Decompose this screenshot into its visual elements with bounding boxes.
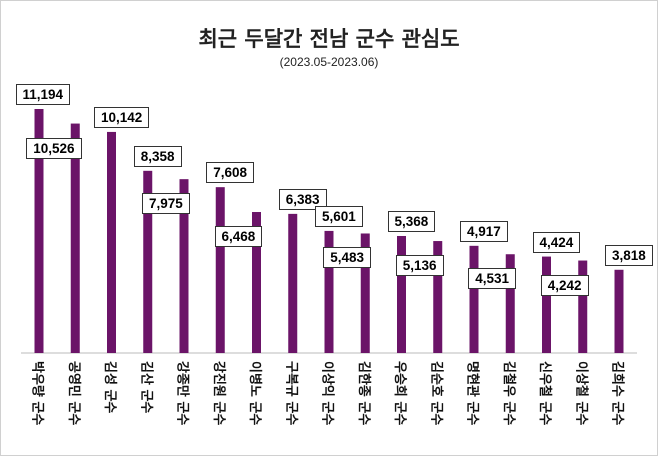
bar xyxy=(469,245,479,353)
bar xyxy=(505,254,515,353)
category-label: 강종만 군수 xyxy=(174,361,190,426)
data-label: 8,358 xyxy=(133,145,182,167)
category-label: 이상철 군수 xyxy=(573,361,589,426)
bar xyxy=(252,212,261,353)
data-label: 4,917 xyxy=(460,220,508,242)
data-label: 5,136 xyxy=(395,255,444,277)
chart-title: 최근 두달간 전남 군수 관심도 xyxy=(198,27,460,51)
category-label: 김순호 군수 xyxy=(428,361,444,426)
bar xyxy=(433,241,443,353)
bar xyxy=(215,187,225,353)
bar xyxy=(107,131,116,353)
category-label: 명현관 군수 xyxy=(464,361,480,426)
data-label: 4,242 xyxy=(540,274,589,296)
data-label: 7,608 xyxy=(206,162,255,184)
data-label: 5,601 xyxy=(315,205,363,227)
category-label: 이상익 군수 xyxy=(319,361,335,426)
bar xyxy=(614,269,624,353)
data-label: 10,142 xyxy=(94,106,150,128)
bar xyxy=(70,123,80,353)
category-label: 강진원 군수 xyxy=(210,361,226,426)
bar xyxy=(34,109,44,353)
category-label: 신우철 군수 xyxy=(537,361,552,426)
bar xyxy=(578,260,588,353)
bar xyxy=(179,179,189,353)
chart-subtitle: (2023.05-2023.06) xyxy=(279,55,379,69)
category-label: 김철우 군수 xyxy=(500,361,516,426)
bar xyxy=(397,235,406,353)
bar xyxy=(360,233,370,353)
category-label: 김한종 군수 xyxy=(355,361,371,426)
bar xyxy=(542,256,551,353)
bar xyxy=(143,170,153,353)
data-label: 7,975 xyxy=(142,193,190,215)
data-label: 11,194 xyxy=(15,84,71,105)
data-label: 4,424 xyxy=(532,231,581,253)
category-label: 김성 군수 xyxy=(102,361,117,414)
data-label: 6,383 xyxy=(278,188,327,210)
category-label: 공영민 군수 xyxy=(65,361,81,426)
bar xyxy=(288,213,298,353)
category-label: 구복규 군수 xyxy=(283,361,299,426)
data-label: 5,483 xyxy=(323,247,372,269)
category-label: 이병노 군수 xyxy=(247,361,262,426)
bar xyxy=(324,230,334,353)
data-label: 3,818 xyxy=(605,244,653,266)
data-label: 6,468 xyxy=(214,226,263,247)
category-label: 박우량 군수 xyxy=(29,361,45,426)
data-label: 4,531 xyxy=(468,268,517,290)
data-label: 10,526 xyxy=(26,137,82,159)
category-label: 우승희 군수 xyxy=(392,361,407,426)
category-label: 김산 군수 xyxy=(138,361,154,414)
category-label: 김희수 군수 xyxy=(609,361,625,426)
data-label: 5,368 xyxy=(387,210,436,232)
